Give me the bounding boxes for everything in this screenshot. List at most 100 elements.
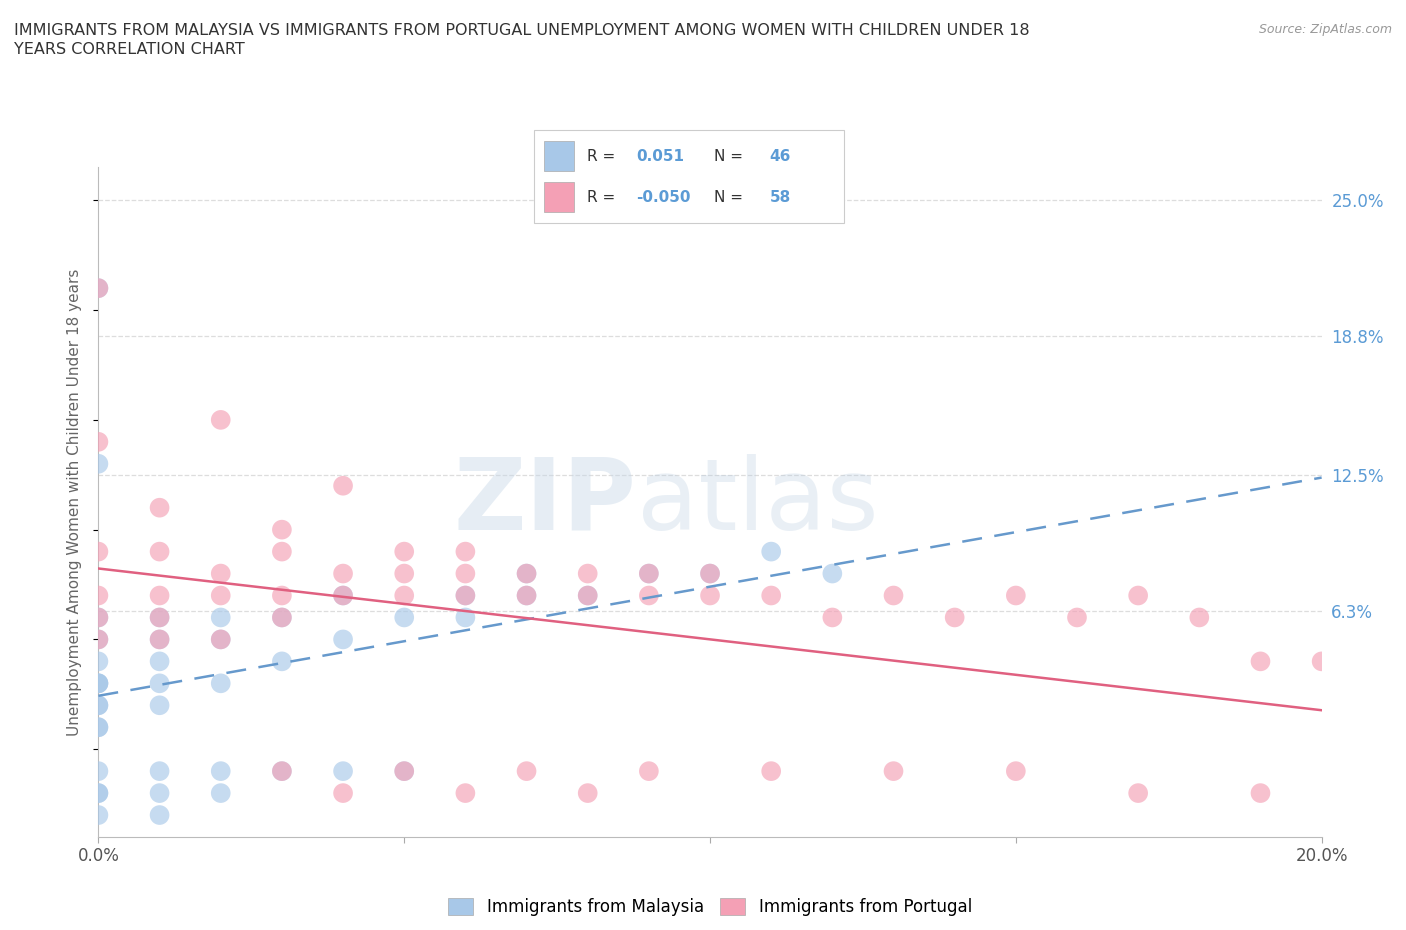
Point (87, 610, 110, 625)
Point (883, 588, 905, 603)
Text: 58: 58 (769, 190, 790, 205)
Point (209, 632, 232, 647)
Point (270, 610, 292, 625)
Y-axis label: Unemployment Among Women with Children Under 18 years: Unemployment Among Women with Children U… (67, 269, 83, 736)
Point (270, 654, 292, 669)
Point (576, 588, 599, 603)
Point (516, 588, 538, 603)
Point (270, 764, 292, 778)
Text: R =: R = (586, 190, 614, 205)
Text: 46: 46 (769, 149, 790, 164)
Point (516, 588, 538, 603)
Text: YEARS CORRELATION CHART: YEARS CORRELATION CHART (14, 42, 245, 57)
Point (943, 610, 966, 625)
Point (270, 523, 292, 538)
Point (87, 632, 110, 647)
Point (332, 566, 354, 581)
Text: atlas: atlas (637, 454, 879, 551)
Point (87, 457, 110, 472)
Point (576, 588, 599, 603)
Point (87, 676, 110, 691)
Point (87, 676, 110, 691)
Point (392, 588, 416, 603)
Point (87, 720, 110, 735)
Point (1188, 610, 1211, 625)
Point (759, 764, 782, 778)
Point (637, 764, 661, 778)
Point (759, 588, 782, 603)
Point (392, 764, 416, 778)
Bar (544, 141, 575, 171)
Point (821, 610, 844, 625)
Point (87, 632, 110, 647)
Text: -0.050: -0.050 (637, 190, 690, 205)
Point (1004, 588, 1026, 603)
Point (87, 281, 110, 296)
Point (87, 698, 110, 712)
Point (332, 588, 354, 603)
Point (149, 654, 172, 669)
Point (87, 281, 110, 296)
Point (516, 764, 538, 778)
Point (332, 588, 354, 603)
Point (87, 544, 110, 559)
Point (149, 698, 172, 712)
Point (392, 764, 416, 778)
Legend: Immigrants from Malaysia, Immigrants from Portugal: Immigrants from Malaysia, Immigrants fro… (441, 891, 979, 923)
Point (149, 807, 172, 822)
Point (1249, 654, 1271, 669)
Text: IMMIGRANTS FROM MALAYSIA VS IMMIGRANTS FROM PORTUGAL UNEMPLOYMENT AMONG WOMEN WI: IMMIGRANTS FROM MALAYSIA VS IMMIGRANTS F… (14, 23, 1029, 38)
Point (209, 632, 232, 647)
Point (87, 698, 110, 712)
Point (454, 588, 477, 603)
Point (454, 786, 477, 801)
Point (87, 764, 110, 778)
Point (87, 654, 110, 669)
Text: N =: N = (714, 190, 742, 205)
Point (332, 632, 354, 647)
Point (270, 544, 292, 559)
Point (576, 786, 599, 801)
Point (87, 610, 110, 625)
Point (454, 610, 477, 625)
Text: Source: ZipAtlas.com: Source: ZipAtlas.com (1258, 23, 1392, 36)
Point (1128, 786, 1150, 801)
Point (392, 610, 416, 625)
Point (699, 588, 721, 603)
Point (1310, 654, 1333, 669)
Point (149, 632, 172, 647)
Point (87, 786, 110, 801)
Point (392, 566, 416, 581)
Point (454, 588, 477, 603)
Text: R =: R = (586, 149, 614, 164)
Point (149, 610, 172, 625)
Point (209, 588, 232, 603)
Point (209, 764, 232, 778)
Text: 0.051: 0.051 (637, 149, 685, 164)
Point (1249, 786, 1271, 801)
Text: ZIP: ZIP (454, 454, 637, 551)
Point (392, 544, 416, 559)
Point (149, 500, 172, 515)
Point (149, 544, 172, 559)
Point (332, 786, 354, 801)
Point (87, 588, 110, 603)
Point (821, 566, 844, 581)
Point (87, 807, 110, 822)
Point (699, 566, 721, 581)
Point (209, 786, 232, 801)
Point (149, 676, 172, 691)
Point (1128, 588, 1150, 603)
Point (149, 786, 172, 801)
Point (87, 720, 110, 735)
Point (699, 566, 721, 581)
Point (87, 676, 110, 691)
Point (149, 588, 172, 603)
Bar (544, 182, 575, 212)
Point (1004, 764, 1026, 778)
Point (87, 434, 110, 449)
Point (637, 566, 661, 581)
Point (209, 412, 232, 427)
Point (454, 566, 477, 581)
Point (87, 786, 110, 801)
